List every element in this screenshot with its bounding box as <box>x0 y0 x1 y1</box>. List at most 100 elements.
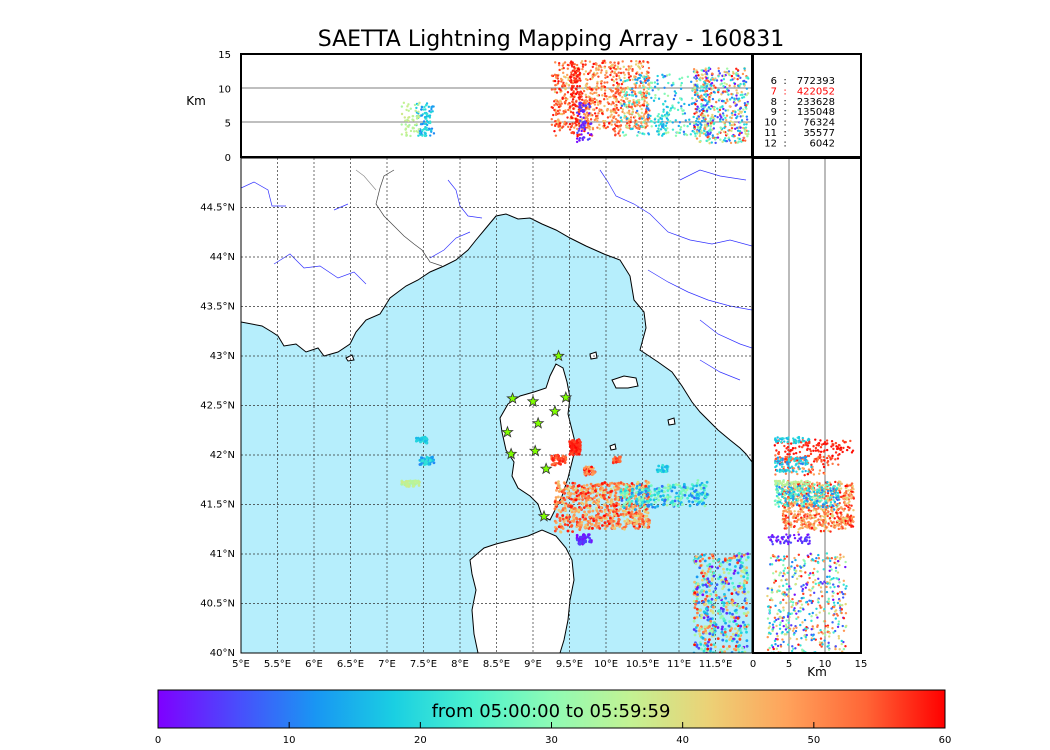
lon-alt-point <box>654 94 657 97</box>
alt-lat-point <box>822 519 825 522</box>
lon-alt-point <box>746 102 750 105</box>
lon-alt-point <box>724 90 727 93</box>
lon-alt-point <box>725 90 729 94</box>
lon-alt-point <box>642 104 646 107</box>
alt-lat-point <box>837 524 841 527</box>
lon-alt-point <box>718 131 721 134</box>
alt-lat-point <box>824 521 827 524</box>
map-lightning-point <box>596 483 599 487</box>
lon-alt-point <box>569 76 572 79</box>
lon-alt-point <box>733 84 736 88</box>
map-lightning-point <box>584 504 588 508</box>
lon-alt-point <box>432 132 436 135</box>
map-lightning-point <box>563 506 567 510</box>
station-number: 6 <box>771 76 777 87</box>
map-lightning-point <box>577 537 581 541</box>
map-lightning-point <box>623 527 626 531</box>
map-lightning-point <box>689 487 693 491</box>
lon-alt-point <box>598 108 601 111</box>
map-lightning-point <box>745 566 749 569</box>
lon-alt-point <box>598 127 601 130</box>
lon-alt-point <box>418 101 421 105</box>
map-lightning-point <box>693 496 696 500</box>
alt-lat-point <box>820 499 823 502</box>
alt-lat-point <box>803 515 806 519</box>
lon-alt-point <box>680 98 683 101</box>
lon-alt-point <box>565 82 568 85</box>
lon-alt-point <box>730 124 733 127</box>
stat-separator: : <box>783 76 786 87</box>
map-lightning-point <box>735 640 739 644</box>
alt-lat-point <box>788 485 791 489</box>
lon-alt-point <box>576 135 579 138</box>
lon-alt-point <box>628 87 631 91</box>
map-lightning-point <box>661 463 665 467</box>
lon-alt-point <box>735 126 739 129</box>
map-lightning-point <box>709 617 712 621</box>
lon-alt-point <box>429 111 433 114</box>
map-lightning-point <box>551 459 555 462</box>
map-lightning-point <box>738 582 742 585</box>
alt-lat-point <box>794 516 798 520</box>
map-lightning-point <box>734 565 737 568</box>
map-lightning-point <box>700 571 704 575</box>
station-star-icon <box>501 425 514 438</box>
map-lightning-point <box>745 569 748 573</box>
alt-lat-point <box>793 593 796 596</box>
map-lightning-point <box>566 523 570 527</box>
lon-alt-point <box>673 90 677 93</box>
map-lightning-point <box>612 512 616 516</box>
lon-alt-point <box>646 104 649 107</box>
alt-lat-point <box>786 520 789 523</box>
lon-alt-point <box>666 127 669 130</box>
lon-alt-point <box>570 71 573 74</box>
alt-lat-point <box>846 519 850 523</box>
lon-alt-point <box>706 93 709 96</box>
alt-lat-point <box>844 502 847 505</box>
alt-lat-point <box>792 497 795 500</box>
map-lightning-point <box>618 455 621 459</box>
map-lightning-point <box>723 592 726 596</box>
map-lightning-point <box>729 576 733 580</box>
alt-lat-point <box>820 486 823 489</box>
alt-lat-point <box>829 501 833 504</box>
alt-lat-point <box>802 490 806 493</box>
lon-alt-point <box>632 98 635 102</box>
lon-alt-point <box>714 100 718 104</box>
map-lightning-point <box>678 484 682 488</box>
map-lightning-point <box>721 560 725 564</box>
map-lightning-point <box>719 563 723 567</box>
map-lightning-point <box>653 487 657 491</box>
alt-lat-point <box>817 561 820 565</box>
map-lightning-point <box>683 493 687 497</box>
lon-alt-point <box>563 100 567 104</box>
lon-alt-point <box>571 111 575 114</box>
alt-lat-point <box>826 509 829 512</box>
lon-alt-point <box>561 83 565 86</box>
lon-alt-point <box>666 94 670 98</box>
map-lightning-point <box>727 624 731 628</box>
alt-lat-point <box>848 491 852 495</box>
map-lightning-point <box>563 498 567 502</box>
map-lightning-point <box>700 613 703 617</box>
map-lightning-point <box>596 512 600 516</box>
alt-lat-point <box>804 521 807 525</box>
map-lightning-point <box>735 622 739 626</box>
lon-alt-point <box>619 116 623 119</box>
lon-alt-point <box>625 91 628 94</box>
map-lightning-point <box>588 536 592 540</box>
lon-alt-point <box>576 114 579 118</box>
lon-alt-point <box>735 116 738 120</box>
lon-alt-point <box>595 99 598 102</box>
lon-alt-point <box>700 98 703 101</box>
alt-lat-point <box>804 502 807 506</box>
lon-alt-point <box>562 71 565 75</box>
map-lightning-point <box>574 509 578 513</box>
lon-tick-label: 9.5°E <box>556 659 583 670</box>
map-lightning-point <box>411 479 415 483</box>
alt-lat-background <box>753 158 861 653</box>
lon-alt-point <box>605 69 608 73</box>
lon-alt-point <box>606 101 610 104</box>
lon-alt-point <box>677 101 680 104</box>
alt-lat-points <box>766 435 855 653</box>
